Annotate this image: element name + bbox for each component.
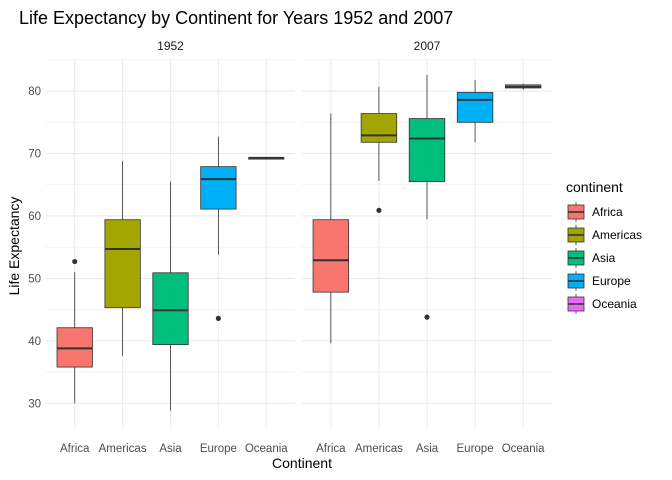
y-tick-label: 70 (28, 149, 41, 161)
box-body (360, 113, 398, 143)
box-body (104, 219, 141, 309)
box-americas-2007 (360, 86, 398, 213)
box-europe-1952 (200, 136, 237, 321)
legend-label: Africa (592, 205, 623, 219)
box-europe-2007 (456, 79, 494, 143)
outlier-point (215, 315, 221, 321)
y-tick-label: 30 (28, 398, 41, 410)
legend-label: Asia (592, 251, 616, 265)
legend-title: continent (566, 179, 623, 195)
box-body (408, 118, 446, 183)
box-body (200, 166, 237, 210)
facet-panel-1952: 1952 Africa Americas Asia Europe Oceania (46, 39, 295, 455)
outlier-point (424, 314, 430, 320)
legend-label: Americas (592, 228, 642, 242)
x-tick-label: Europe (200, 443, 237, 455)
box-body (312, 219, 350, 293)
x-tick-label: Africa (316, 443, 346, 455)
legend-item-asia: Asia (567, 248, 616, 268)
legend-item-americas: Americas (567, 225, 642, 245)
y-tick-label: 50 (28, 273, 41, 285)
legend-label: Europe (592, 274, 631, 288)
box-americas-1952 (104, 161, 141, 356)
facets-layer: 1952 Africa Americas Asia Europe Oceania 2007 A… (28, 39, 552, 455)
y-axis-label: Life Expectancy (6, 197, 22, 296)
box-asia-1952 (152, 181, 189, 411)
box-body (152, 272, 189, 345)
x-tick-label: Africa (60, 443, 90, 455)
x-tick-label: Asia (159, 443, 182, 455)
outlier-point (376, 207, 382, 213)
facet-strip-label: 2007 (414, 39, 441, 53)
facet-strip-label: 1952 (157, 39, 184, 53)
x-axis-label: Continent (272, 455, 332, 471)
legend: continent Africa Americas Asia Europe Oceani… (566, 179, 642, 314)
y-axis: 30 40 50 60 70 80 (28, 86, 41, 410)
outlier-point (72, 258, 78, 265)
legend-item-africa: Africa (567, 202, 623, 222)
box-body (456, 91, 494, 123)
x-tick-label: Americas (99, 443, 147, 455)
x-tick-label: Asia (416, 443, 439, 455)
box-asia-2007 (408, 74, 446, 320)
legend-label: Oceania (592, 297, 637, 311)
x-tick-label: Americas (355, 443, 403, 455)
y-tick-label: 40 (28, 336, 41, 348)
box-oceania-2007 (504, 83, 542, 90)
x-tick-label: Europe (457, 443, 494, 455)
chart-title: Life Expectancy by Continent for Years 1… (19, 8, 453, 28)
x-tick-label: Oceania (245, 443, 288, 455)
facet-panel-2007: 2007 Africa Americas Asia Europe Oceania (302, 39, 552, 455)
box-africa-2007 (312, 113, 350, 344)
x-tick-label: Oceania (502, 443, 545, 455)
box-africa-1952 (56, 258, 93, 404)
legend-item-europe: Europe (567, 271, 631, 291)
box-oceania-1952 (248, 156, 285, 160)
y-tick-label: 60 (28, 211, 41, 223)
legend-item-oceania: Oceania (567, 294, 637, 314)
y-tick-label: 80 (28, 86, 41, 98)
